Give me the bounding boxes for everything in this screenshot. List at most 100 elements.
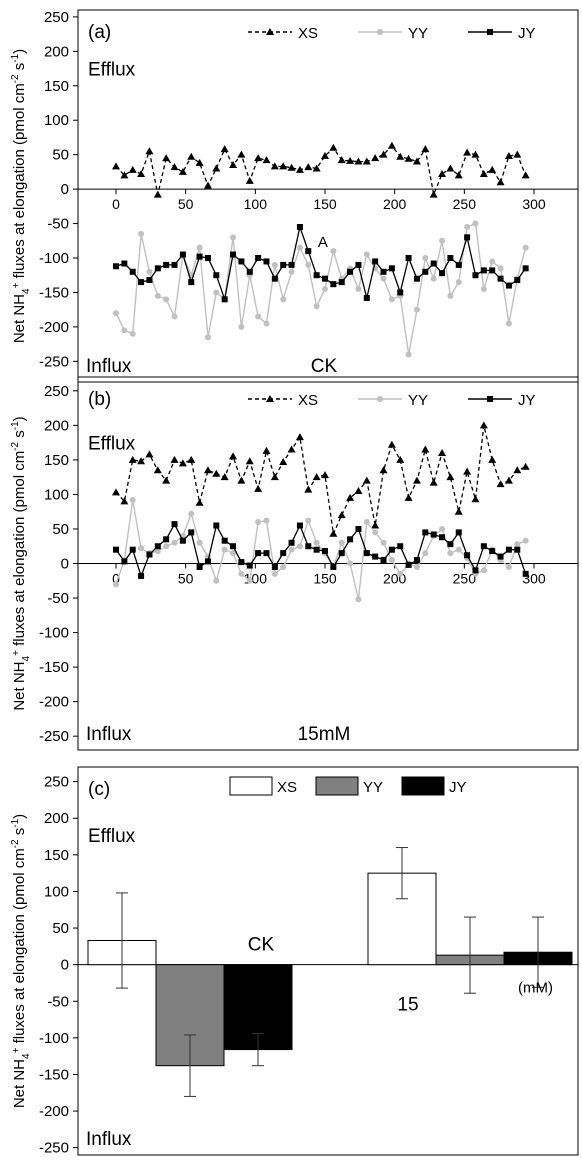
y-tick-label: 250	[44, 9, 69, 26]
data-point-yy	[163, 296, 170, 303]
data-point-jy	[422, 529, 429, 536]
y-tick-label: -150	[39, 1066, 69, 1083]
data-point-jy	[338, 550, 345, 557]
data-point-yy	[305, 261, 312, 268]
data-point-yy	[313, 539, 320, 546]
data-point-xs	[513, 150, 522, 158]
data-point-yy	[238, 323, 245, 330]
data-point-yy	[138, 230, 145, 237]
data-point-xs	[471, 495, 480, 503]
data-point-yy	[447, 292, 454, 299]
data-point-yy	[380, 275, 387, 282]
data-point-xs	[128, 455, 137, 463]
data-point-xs	[262, 156, 271, 164]
data-point-jy	[171, 521, 178, 528]
data-point-yy	[113, 581, 119, 588]
y-tick-label: 50	[52, 521, 69, 538]
data-point-xs	[170, 163, 179, 171]
y-tick-label: -100	[39, 250, 69, 267]
data-point-xs	[404, 493, 413, 501]
data-point-xs	[212, 469, 221, 477]
data-point-yy	[204, 334, 211, 341]
data-point-yy	[288, 546, 295, 553]
data-point-xs	[396, 152, 405, 160]
y-axis-label-part: Net NH	[11, 661, 28, 710]
data-point-xs	[454, 507, 463, 515]
category-label: CK	[248, 935, 275, 956]
data-point-xs	[245, 176, 254, 184]
y-axis-label: Net NH4+ fluxes at elongation (pmol cm-2…	[10, 416, 32, 710]
y-axis-label-part: -1	[10, 818, 21, 827]
data-point-xs	[471, 150, 480, 158]
legend-marker-yy	[377, 396, 383, 402]
data-point-jy	[179, 251, 186, 258]
data-point-yy	[138, 545, 145, 552]
y-axis-label-part: )	[11, 49, 28, 54]
data-point-yy	[422, 255, 429, 261]
category-label: 15	[397, 995, 418, 1016]
data-point-jy	[497, 275, 504, 282]
legend-marker-yy	[377, 29, 383, 35]
y-tick-label: -100	[39, 625, 69, 642]
data-point-xs	[120, 497, 129, 505]
data-point-yy	[347, 560, 354, 567]
y-tick-label: 100	[44, 112, 69, 129]
y-axis-label-part: 4	[21, 288, 32, 294]
data-point-xs	[521, 462, 530, 470]
data-point-yy	[413, 306, 420, 313]
data-point-xs	[187, 152, 196, 160]
y-tick-label: -50	[47, 993, 69, 1010]
data-point-jy	[154, 543, 161, 550]
data-point-xs	[212, 164, 221, 172]
panel-label: (a)	[88, 22, 111, 43]
data-point-yy	[296, 543, 303, 550]
data-point-xs	[429, 190, 438, 198]
point-annotation: A	[318, 234, 328, 251]
data-point-xs	[337, 511, 346, 519]
data-point-xs	[287, 445, 296, 453]
data-point-xs	[346, 156, 355, 164]
data-point-xs	[496, 178, 505, 186]
data-point-xs	[412, 476, 421, 484]
data-point-xs	[362, 476, 371, 484]
data-point-xs	[195, 158, 204, 166]
panel-c: 250 200 150 100 50 0 -50 -100 -150 -200 -250 Net NH…	[10, 766, 579, 1157]
y-tick-label: 0	[61, 181, 69, 198]
data-point-jy	[213, 272, 220, 279]
data-point-jy	[455, 529, 462, 536]
data-point-jy	[455, 261, 462, 268]
data-point-xs	[304, 485, 313, 493]
data-point-yy	[497, 265, 504, 272]
legend-label-yy: YY	[408, 25, 428, 42]
data-point-jy	[113, 546, 119, 553]
data-point-yy	[230, 234, 237, 241]
data-point-jy	[305, 248, 312, 255]
x-tick-label: 300	[522, 196, 546, 212]
data-point-yy	[146, 268, 153, 275]
data-point-xs	[145, 450, 154, 458]
data-point-xs	[270, 473, 279, 481]
y-axis-label-part: +	[11, 650, 22, 656]
data-point-xs	[496, 480, 505, 488]
data-point-xs	[371, 521, 380, 529]
y-tick-label: 200	[44, 43, 69, 60]
data-point-xs	[220, 473, 229, 481]
data-point-jy	[238, 258, 245, 265]
data-point-yy	[171, 539, 178, 546]
y-tick-label: 200	[44, 810, 69, 827]
x-tick-label: 150	[313, 196, 337, 212]
data-point-jy	[121, 260, 128, 267]
y-tick-label: -200	[39, 694, 69, 711]
influx-label: Influx	[86, 1129, 132, 1150]
data-point-jy	[305, 543, 312, 550]
data-point-jy	[322, 548, 328, 555]
y-tick-label: 250	[44, 774, 69, 791]
data-point-yy	[363, 251, 370, 258]
y-tick-label: 150	[44, 78, 69, 95]
data-point-xs	[279, 162, 288, 170]
legend-swatch-jy	[401, 776, 445, 796]
data-point-xs	[170, 455, 179, 463]
y-axis-label: Net NH4+ fluxes at elongation (pmol cm-2…	[10, 814, 32, 1108]
data-point-yy	[121, 327, 128, 334]
